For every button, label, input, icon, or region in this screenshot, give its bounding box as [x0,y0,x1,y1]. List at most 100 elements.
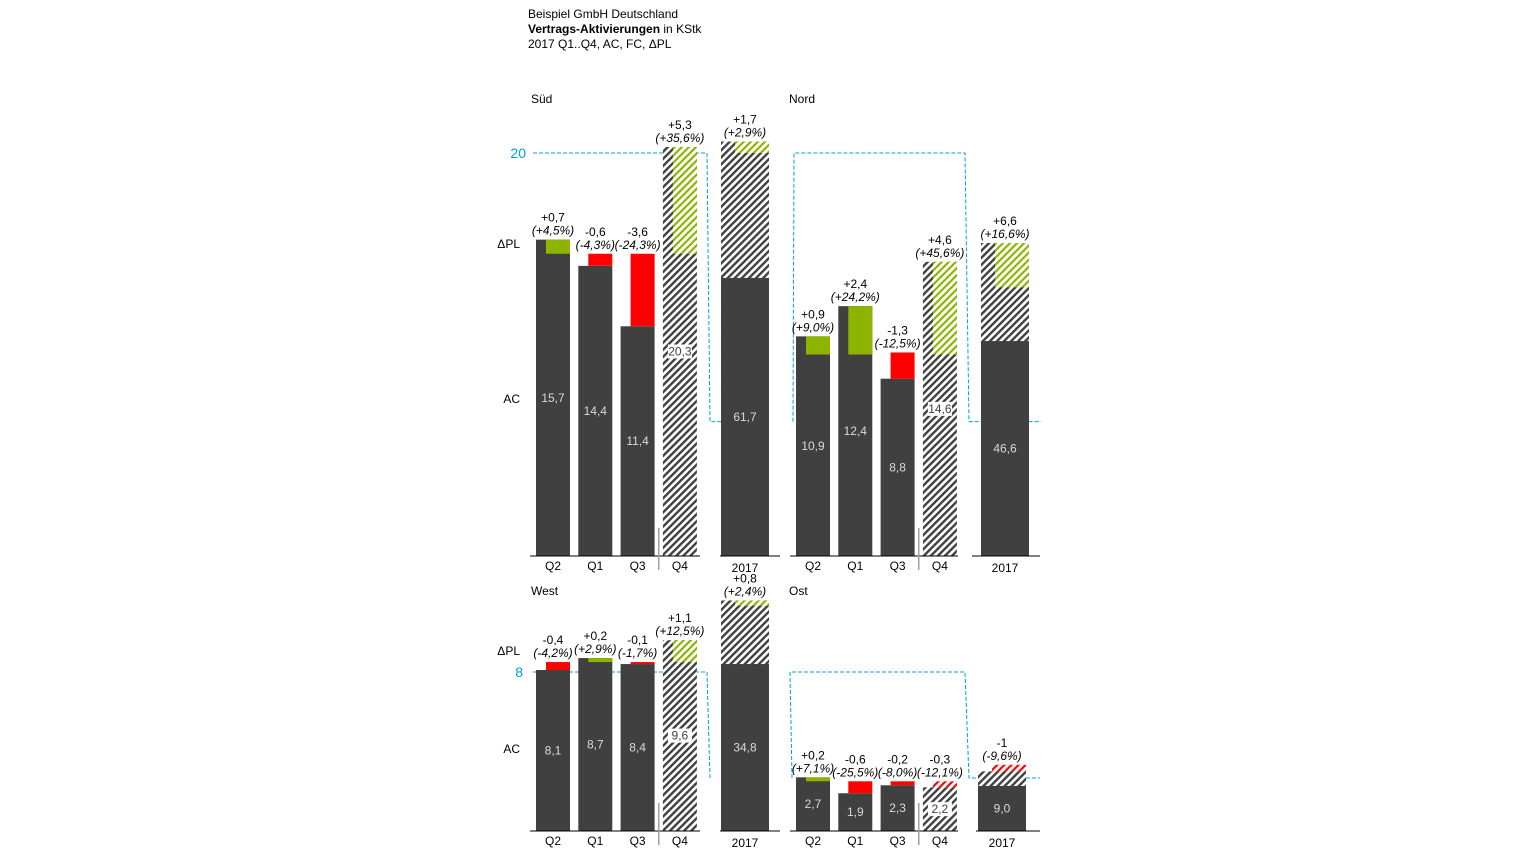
delta-label: +1,1 [668,611,692,625]
delta-bar [588,253,613,266]
value-label: 14,6 [928,402,952,416]
delta-label: -0,6 [585,225,606,239]
total-category-label: 2017 [732,836,759,850]
value-label: 8,7 [587,738,604,752]
category-label: Q1 [587,559,603,573]
total-category-label: 2017 [732,561,759,575]
value-label: 14,4 [584,404,608,418]
total-delta-bar [735,141,769,153]
region-title: Süd [531,92,552,106]
category-label: Q4 [672,834,688,848]
total-category-label: 2017 [992,561,1019,575]
delta-bar [848,306,873,355]
ac-bar [536,670,570,831]
delta-label: +0,7 [541,211,565,225]
delta-pct-label: (+12,5%) [655,624,704,638]
value-label: 2,7 [805,797,822,811]
delta-label: +5,3 [668,118,692,132]
value-label-bg [667,344,692,359]
delta-pct-label: (-25,5%) [832,765,878,779]
delta-bar [806,336,830,355]
value-label: 10,9 [801,439,825,453]
category-label: Q4 [932,559,948,573]
company-name: Beispiel GmbH Deutschland [528,7,679,21]
total-value-label: 34,8 [733,741,757,755]
category-label: Q1 [847,834,863,848]
region-title: Ost [789,584,808,598]
delta-bar [932,261,957,355]
total-delta-bar [735,600,769,606]
total-delta-pct-label: (+16,6%) [980,227,1029,241]
delta-pct-label: (+7,1%) [792,761,834,775]
delta-pct-label: (-4,2%) [533,646,572,660]
ac-bar [880,378,915,556]
value-label: 15,7 [541,391,565,405]
total-category-label: 2017 [989,836,1016,850]
total-delta-label: +0,8 [733,571,757,585]
value-label: 2,2 [932,802,949,816]
delta-bar [546,662,570,671]
delta-bar [932,781,957,788]
total-delta-bar [995,243,1029,288]
category-label: Q3 [630,559,646,573]
delta-pct-label: (-4,3%) [576,238,615,252]
total-ac-bar [721,664,769,831]
scale-marker-label: 20 [510,145,526,161]
total-delta-pct-label: (+2,9%) [724,126,766,140]
category-label: Q2 [805,834,821,848]
total-delta-label: +6,6 [993,214,1017,228]
value-label: 11,4 [626,434,649,448]
delta-label: -1,3 [887,323,908,337]
delta-pct-label: (+4,5%) [532,224,574,238]
ac-bar [880,785,915,831]
total-value-label: 9,0 [994,801,1011,815]
ac-bar [620,664,655,831]
delta-bar [890,781,915,786]
total-value-label: 61,7 [733,410,757,424]
ac-bar [796,777,830,831]
ac-bar [620,326,655,556]
delta-pct-label: (-8,0%) [878,765,917,779]
delta-bar [848,781,873,794]
delta-bar [672,146,697,254]
delta-pct-label: (-24,3%) [615,238,661,252]
category-label: Q2 [805,559,821,573]
measure-unit: in KStk [663,22,702,36]
ac-bar [578,658,613,831]
delta-label: -0,6 [845,752,866,766]
delta-pct-label: (-12,5%) [875,336,921,350]
total-delta-label: +1,7 [733,113,757,127]
total-ac-bar [981,341,1029,556]
measure-name: Vertrags-Aktivierungen [528,22,661,36]
delta-bar [890,352,915,379]
delta-label: -0,3 [930,752,951,766]
delta-bar [630,662,655,665]
category-label: Q4 [672,559,688,573]
scale-marker-label: 8 [515,664,523,680]
value-label-bg [667,728,692,743]
period-line: 2017 Q1..Q4, AC, FC, ΔPL [528,37,672,51]
row-label-delta: ΔPL [497,644,520,658]
delta-pct-label: (-1,7%) [618,646,657,660]
category-label: Q1 [587,834,603,848]
delta-label: -0,1 [627,633,648,647]
delta-label: +2,4 [843,277,867,291]
ac-bar [838,793,873,831]
ac-bar [578,265,613,556]
value-label: 2,3 [889,801,906,815]
row-label-delta: ΔPL [497,237,520,251]
delta-pct-label: (+35,6%) [655,131,704,145]
category-label: Q1 [847,559,863,573]
category-label: Q2 [545,559,561,573]
ac-bar [796,336,830,556]
delta-bar [806,777,830,782]
delta-pct-label: (+2,9%) [574,642,616,656]
delta-label: -0,2 [887,752,908,766]
category-label: Q3 [630,834,646,848]
value-label: 12,4 [844,424,868,438]
value-label: 20,3 [668,344,692,358]
delta-label: -0,4 [543,633,564,647]
delta-bar [588,658,613,663]
category-label: Q4 [932,834,948,848]
total-ac-bar [721,277,769,556]
